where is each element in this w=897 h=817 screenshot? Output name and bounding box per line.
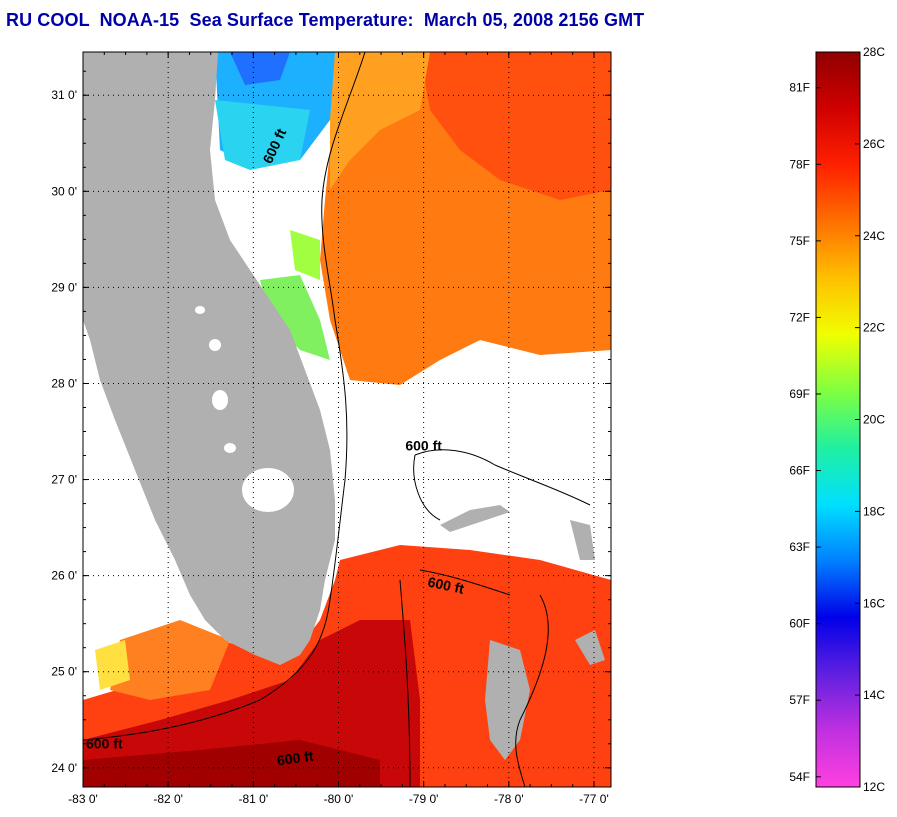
sst-gulf-yellow <box>95 640 130 690</box>
colorbar-c-label: 12C <box>863 780 885 794</box>
colorbar-f-label: 57F <box>789 693 810 707</box>
y-tick-label: 26 0' <box>51 569 77 583</box>
sst-south-darker <box>83 740 380 787</box>
colorbar <box>815 51 861 788</box>
y-tick-label: 31 0' <box>51 88 77 102</box>
colorbar-c-label: 14C <box>863 688 885 702</box>
y-tick-label: 28 0' <box>51 376 77 390</box>
lake-small-1 <box>212 390 228 410</box>
y-tick-label: 24 0' <box>51 761 77 775</box>
sst-north-blue <box>230 52 290 85</box>
x-tick-label: -80 0' <box>324 792 354 806</box>
sst-north-cyan <box>215 100 310 170</box>
contour-600ft-bahamas <box>399 449 591 787</box>
graticule <box>83 52 611 787</box>
contour-label: 600 ft <box>426 574 465 597</box>
contour-600ft-bahamas-2 <box>515 594 549 787</box>
lake-small-4 <box>224 443 236 453</box>
colorbar-c-label: 28C <box>863 45 885 59</box>
colorbar-f-label: 72F <box>789 310 810 324</box>
colorbar-c-label: 24C <box>863 229 885 243</box>
sst-midcoast-green <box>260 275 330 360</box>
x-tick-label: -81 0' <box>238 792 268 806</box>
colorbar-f-label: 63F <box>789 540 810 554</box>
bahamas-abaco <box>570 520 595 560</box>
colorbar-f-label: 60F <box>789 617 810 631</box>
colorbar-f-label: 66F <box>789 464 810 478</box>
axis-ticks: -83 0' -82 0' -81 0' -80 0' -79 0' -78 0' -77 … <box>51 52 611 806</box>
map-title: RU COOL NOAA-15 Sea Surface Temperature:… <box>6 10 645 30</box>
bahamas-grand-bahama <box>440 505 510 532</box>
x-tick-label: -78 0' <box>494 792 524 806</box>
colorbar-ticks: 12C 14C 16C 18C 20C 22C 24C 26C 28C 54F 57F 60F 63F 6… <box>789 45 885 794</box>
y-tick-label: 25 0' <box>51 665 77 679</box>
bahamas-eleuthera <box>575 630 605 665</box>
y-tick-label: 30 0' <box>51 184 77 198</box>
y-tick-label: 27 0' <box>51 473 77 487</box>
map-frame <box>82 51 612 788</box>
lake-small-3 <box>195 306 205 314</box>
lake-okeechobee <box>242 468 294 512</box>
colorbar-c-label: 18C <box>863 504 885 518</box>
contour-label: 600 ft <box>405 438 442 454</box>
colorbar-f-label: 81F <box>789 81 810 95</box>
colorbar-c-label: 22C <box>863 321 885 335</box>
sst-midcoast-green-2 <box>290 230 320 280</box>
lake-small-2 <box>209 339 221 351</box>
x-tick-label: -77 0' <box>579 792 609 806</box>
colorbar-f-label: 78F <box>789 157 810 171</box>
colorbar-c-label: 26C <box>863 137 885 151</box>
colorbar-f-label: 75F <box>789 234 810 248</box>
contour-label: 600 ft <box>86 736 123 752</box>
x-tick-label: -82 0' <box>153 792 183 806</box>
florida-land <box>83 52 335 665</box>
bahamas-andros <box>485 640 530 760</box>
colorbar-c-label: 16C <box>863 596 885 610</box>
contour-label: 600 ft <box>276 748 315 769</box>
y-tick-label: 29 0' <box>51 280 77 294</box>
sst-north-hot <box>420 52 611 200</box>
sst-north-orange <box>330 52 430 190</box>
colorbar-f-label: 69F <box>789 387 810 401</box>
colorbar-c-label: 20C <box>863 413 885 427</box>
x-tick-label: -83 0' <box>68 792 98 806</box>
sst-gulf-orange <box>110 620 230 700</box>
colorbar-f-label: 54F <box>789 770 810 784</box>
x-tick-label: -79 0' <box>409 792 439 806</box>
